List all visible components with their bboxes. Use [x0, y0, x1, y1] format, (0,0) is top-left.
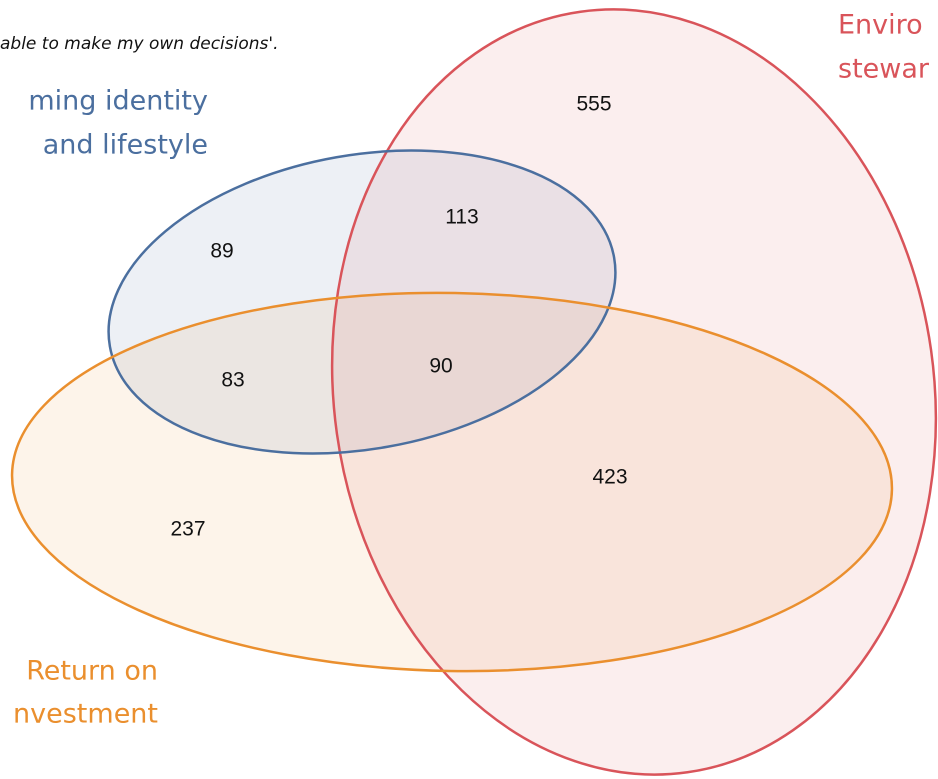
region-count: 555: [576, 93, 611, 116]
region-count: 83: [221, 369, 244, 392]
set-fill: [12, 292, 892, 672]
region-count: 423: [592, 466, 627, 489]
set-outline: [10, 291, 894, 673]
set-label: Return on: [26, 656, 158, 687]
region-count: 89: [210, 240, 233, 263]
set-outline: [330, 8, 938, 776]
set-outline: [107, 149, 617, 455]
caption: able to make my own decisions'.: [0, 34, 278, 54]
set-label: ming identity: [28, 86, 208, 117]
set-label: nvestment: [13, 699, 158, 730]
set-fill: [332, 9, 936, 775]
set-label: Enviro: [838, 10, 923, 41]
region-count: 90: [429, 355, 452, 378]
region-count: 113: [445, 206, 478, 229]
set-fill: [108, 150, 616, 454]
set-label: stewar: [838, 54, 930, 85]
set-label: and lifestyle: [43, 130, 208, 161]
region-count: 237: [170, 518, 205, 541]
